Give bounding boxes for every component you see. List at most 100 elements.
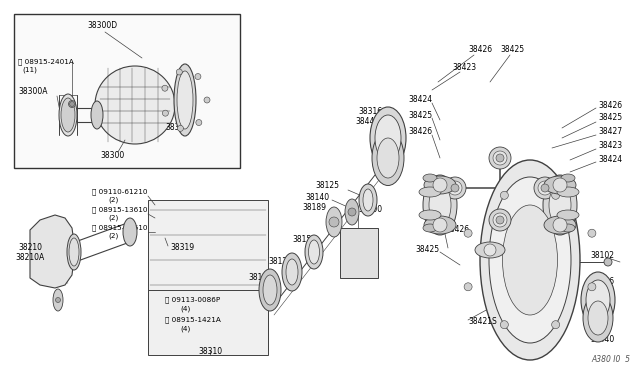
Text: 38425: 38425 [415, 246, 439, 254]
Circle shape [500, 191, 508, 199]
Ellipse shape [123, 218, 137, 246]
Circle shape [552, 191, 559, 199]
Ellipse shape [489, 177, 571, 343]
Ellipse shape [67, 234, 81, 270]
Text: 38424: 38424 [598, 154, 622, 164]
Polygon shape [30, 215, 75, 288]
Circle shape [484, 244, 496, 256]
Ellipse shape [557, 187, 579, 197]
Ellipse shape [480, 160, 580, 360]
Ellipse shape [419, 187, 441, 197]
Circle shape [451, 184, 459, 192]
Text: 38427: 38427 [598, 128, 622, 137]
Circle shape [195, 74, 201, 80]
Text: 38426: 38426 [468, 45, 492, 55]
Ellipse shape [370, 107, 406, 169]
Text: 38425: 38425 [408, 110, 432, 119]
Ellipse shape [586, 280, 610, 320]
Text: Ⓦ 08915-13610: Ⓦ 08915-13610 [92, 207, 147, 213]
Ellipse shape [174, 64, 196, 136]
Text: (4): (4) [180, 306, 190, 312]
Ellipse shape [91, 101, 103, 129]
Ellipse shape [419, 210, 441, 220]
Circle shape [176, 69, 182, 75]
Circle shape [552, 321, 559, 329]
Circle shape [541, 184, 549, 192]
Ellipse shape [345, 199, 359, 225]
Circle shape [496, 154, 504, 162]
Text: 38426: 38426 [598, 100, 622, 109]
Bar [148, 290, 268, 355]
Text: Ⓦ 08915-43610: Ⓦ 08915-43610 [92, 225, 147, 231]
Text: 38421S: 38421S [468, 317, 497, 327]
Text: 38316: 38316 [358, 108, 382, 116]
Ellipse shape [377, 138, 399, 178]
Ellipse shape [544, 176, 576, 194]
Ellipse shape [282, 253, 302, 291]
Bar [340, 228, 378, 278]
Text: 38440: 38440 [355, 118, 380, 126]
Ellipse shape [363, 189, 373, 211]
Ellipse shape [493, 213, 507, 227]
Ellipse shape [561, 174, 575, 182]
Ellipse shape [534, 177, 556, 199]
Text: 38319: 38319 [170, 244, 194, 253]
Ellipse shape [423, 175, 457, 235]
Ellipse shape [429, 184, 451, 226]
Text: 38426: 38426 [408, 128, 432, 137]
Text: 38423: 38423 [452, 64, 476, 73]
Circle shape [588, 229, 596, 237]
Circle shape [464, 229, 472, 237]
Text: 38425: 38425 [598, 113, 622, 122]
Ellipse shape [286, 259, 298, 285]
Ellipse shape [68, 100, 76, 108]
Ellipse shape [177, 71, 193, 129]
Ellipse shape [308, 240, 319, 264]
Ellipse shape [423, 224, 437, 232]
Ellipse shape [372, 131, 404, 186]
Ellipse shape [424, 176, 456, 194]
Ellipse shape [448, 181, 462, 195]
Text: 38140: 38140 [305, 193, 329, 202]
Ellipse shape [544, 216, 576, 234]
Text: 38300D: 38300D [87, 22, 117, 31]
Circle shape [348, 208, 356, 216]
Ellipse shape [69, 238, 79, 266]
Ellipse shape [423, 174, 437, 182]
Ellipse shape [502, 205, 557, 315]
Ellipse shape [326, 207, 342, 237]
Ellipse shape [375, 115, 401, 161]
Ellipse shape [61, 98, 75, 132]
Text: Ⓑ 09110-61210: Ⓑ 09110-61210 [92, 189, 147, 195]
Text: (4): (4) [180, 326, 190, 332]
Text: 38424: 38424 [408, 96, 432, 105]
Ellipse shape [561, 224, 575, 232]
Ellipse shape [493, 151, 507, 165]
Ellipse shape [59, 94, 77, 136]
Ellipse shape [359, 184, 377, 216]
Ellipse shape [475, 242, 505, 258]
Text: 38320: 38320 [165, 124, 189, 132]
Text: 38422A: 38422A [508, 308, 537, 317]
Ellipse shape [263, 275, 277, 305]
Ellipse shape [53, 289, 63, 311]
Circle shape [162, 85, 168, 91]
Ellipse shape [604, 258, 612, 266]
Circle shape [588, 283, 596, 291]
Text: 38165: 38165 [248, 273, 272, 282]
Text: 38100: 38100 [358, 205, 382, 215]
Circle shape [553, 218, 567, 232]
Bar [14, 14, 240, 168]
Text: Ⓦ 08915-2401A: Ⓦ 08915-2401A [18, 59, 74, 65]
Ellipse shape [581, 272, 615, 328]
Text: (11): (11) [22, 67, 37, 73]
Text: 38300A: 38300A [18, 87, 47, 96]
Ellipse shape [588, 301, 608, 335]
Text: 38300: 38300 [100, 151, 124, 160]
Circle shape [553, 178, 567, 192]
Ellipse shape [489, 209, 511, 231]
Circle shape [500, 321, 508, 329]
Text: 38210: 38210 [18, 244, 42, 253]
Text: Ⓑ 09113-0086P: Ⓑ 09113-0086P [165, 297, 220, 303]
Ellipse shape [557, 210, 579, 220]
